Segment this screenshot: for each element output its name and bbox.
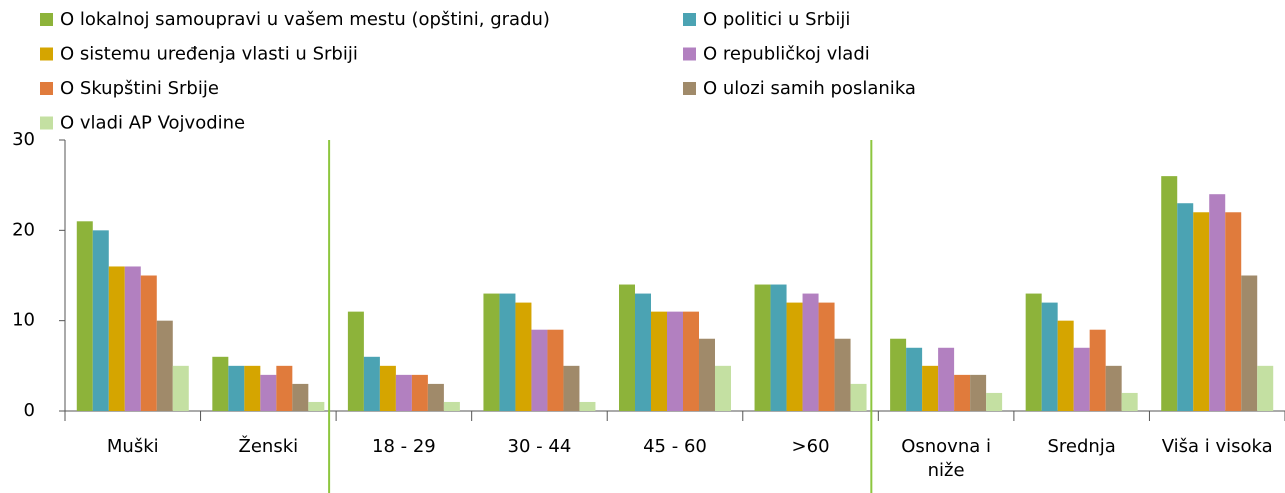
bar	[770, 284, 787, 411]
legend-swatch	[40, 47, 53, 61]
legend-label: O vladi AP Vojvodine	[60, 113, 245, 134]
bar	[1105, 365, 1122, 411]
legend-label: O sistemu uređenja vlasti u Srbiji	[60, 44, 358, 65]
legend-label: O Skupštini Srbije	[60, 78, 219, 99]
legend-label: O politici u Srbiji	[703, 9, 850, 30]
bar	[499, 293, 516, 411]
bar	[547, 329, 564, 411]
bar	[667, 311, 683, 411]
bar	[379, 365, 396, 411]
bar	[124, 266, 141, 411]
bar	[754, 284, 771, 411]
x-tick-label: Osnovna i niže	[901, 436, 991, 481]
bar	[818, 302, 835, 411]
bar	[515, 302, 532, 411]
x-tick-label: Srednja	[1047, 436, 1116, 457]
bar	[363, 356, 380, 411]
bar	[140, 275, 157, 411]
bar	[1257, 365, 1274, 411]
legend-label: O republičkoj vladi	[703, 44, 870, 65]
bar	[970, 374, 987, 411]
bar	[834, 338, 851, 411]
bar	[276, 365, 293, 411]
y-tick-label: 30	[12, 129, 35, 150]
x-tick-label: Ženski	[238, 436, 299, 457]
x-tick-label: >60	[791, 436, 830, 457]
bar	[986, 392, 1003, 411]
bar	[244, 365, 261, 411]
bar	[1161, 176, 1178, 411]
legend-swatch	[683, 13, 696, 26]
bar	[292, 383, 309, 411]
bar	[427, 383, 444, 411]
bar	[172, 365, 189, 411]
bar	[1041, 302, 1058, 411]
bar	[1225, 212, 1242, 411]
bar	[802, 293, 819, 411]
y-tick-label: 10	[12, 310, 35, 331]
legend-swatch	[683, 82, 696, 95]
bar	[579, 401, 596, 411]
bar	[411, 374, 428, 411]
bar	[108, 266, 125, 411]
x-tick-label: 45 - 60	[643, 436, 707, 457]
bar	[531, 329, 548, 411]
bar	[1025, 293, 1042, 411]
bar	[563, 365, 580, 411]
legend-swatch	[40, 13, 53, 26]
bar	[1193, 212, 1210, 411]
bar	[715, 365, 731, 411]
x-tick-label: Muški	[106, 436, 159, 457]
bar	[1121, 392, 1138, 411]
legend-label: O lokalnoj samoupravi u vašem mestu (opš…	[60, 9, 550, 30]
bar	[443, 401, 460, 411]
bar	[906, 347, 923, 411]
legend-label: O ulozi samih poslanika	[703, 78, 916, 99]
bar	[890, 338, 907, 411]
bar	[212, 356, 229, 411]
x-tick-label: 30 - 44	[507, 436, 572, 457]
bar	[308, 401, 325, 411]
bar	[1073, 347, 1090, 411]
bar	[92, 230, 109, 411]
bar	[156, 320, 173, 411]
bar	[76, 221, 93, 411]
bar	[1209, 194, 1226, 411]
bar	[651, 311, 667, 411]
bar	[1089, 329, 1106, 411]
bar	[1177, 203, 1194, 411]
bar	[786, 302, 803, 411]
bar	[395, 374, 412, 411]
bar	[1057, 320, 1074, 411]
legend-swatch	[40, 116, 53, 130]
bar	[1241, 275, 1258, 411]
bar	[938, 347, 955, 411]
bar	[483, 293, 500, 411]
bar	[699, 338, 715, 411]
bar	[850, 383, 867, 411]
bar	[347, 311, 364, 411]
y-tick-label: 0	[24, 400, 35, 421]
y-tick-label: 20	[12, 219, 35, 240]
bar	[619, 284, 635, 411]
x-tick-label: Viša i visoka	[1161, 436, 1273, 457]
bar	[922, 365, 939, 411]
bar	[260, 374, 277, 411]
x-tick-label: 18 - 29	[372, 436, 436, 457]
legend-swatch	[40, 82, 53, 95]
bar	[683, 311, 699, 411]
bar	[954, 374, 971, 411]
bar	[228, 365, 245, 411]
bar	[635, 293, 651, 411]
legend-swatch	[683, 47, 696, 61]
